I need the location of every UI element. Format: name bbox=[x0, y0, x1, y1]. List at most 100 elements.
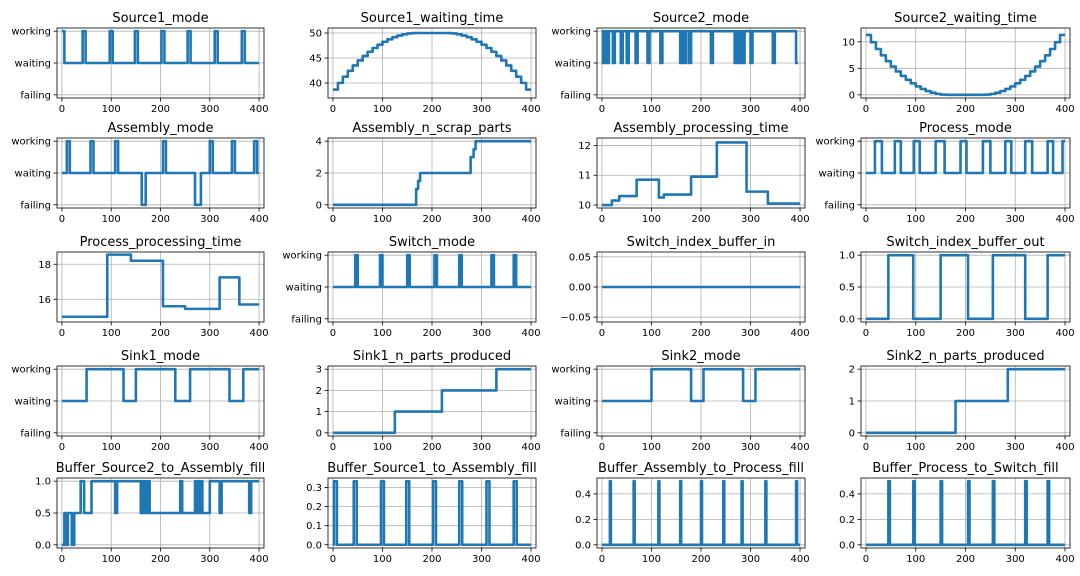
y-tick-label: 50 bbox=[309, 29, 322, 40]
subplot-title: Process_mode bbox=[919, 121, 1012, 136]
x-tick-label: 100 bbox=[373, 328, 392, 339]
x-tick-label: 400 bbox=[791, 328, 810, 339]
subplot-title: Sink1_n_parts_produced bbox=[353, 349, 511, 364]
y-tick-label: 11 bbox=[578, 171, 591, 182]
series-line-source1_mode bbox=[61, 29, 260, 65]
subplot-sink1_mode: 0 100 200 300 400 failing waiting working Sink1_… bbox=[11, 349, 268, 453]
y-tick-label: 0 bbox=[849, 90, 855, 101]
y-tick-label: 45 bbox=[309, 54, 322, 65]
y-tick-label: failing bbox=[824, 200, 855, 211]
x-tick-label: 0 bbox=[863, 328, 869, 339]
x-tick-label: 300 bbox=[1006, 214, 1025, 225]
x-tick-label: 100 bbox=[642, 328, 661, 339]
y-tick-label: 10 bbox=[578, 201, 591, 212]
x-tick-label: 100 bbox=[906, 554, 925, 565]
y-tick-label: waiting bbox=[15, 397, 51, 408]
y-tick-label: 2 bbox=[316, 169, 322, 180]
subplot-sink1_n_parts_produced: 0 100 200 300 400 0 1 2 3 Sink1_n_parts_produced bbox=[316, 349, 541, 453]
x-tick-label: 400 bbox=[791, 104, 810, 115]
y-tick-label: 5 bbox=[849, 64, 855, 75]
x-tick-label: 400 bbox=[1055, 214, 1074, 225]
x-tick-label: 200 bbox=[151, 214, 170, 225]
subplot-source1_mode: 0 100 200 300 400 failing waiting working Source… bbox=[11, 11, 268, 115]
x-tick-label: 0 bbox=[599, 214, 605, 225]
y-tick-label: failing bbox=[560, 90, 591, 101]
x-tick-label: 200 bbox=[956, 214, 975, 225]
subplot-switch_index_buffer_in: 0 100 200 300 400 −0.05 0.00 0.05 Switch_index_b… bbox=[560, 235, 809, 339]
y-tick-label: 0.05 bbox=[569, 252, 591, 263]
x-tick-label: 0 bbox=[863, 442, 869, 453]
y-tick-label: 4 bbox=[316, 137, 322, 148]
x-tick-label: 200 bbox=[422, 442, 441, 453]
x-tick-label: 100 bbox=[906, 104, 925, 115]
x-tick-label: 100 bbox=[102, 442, 121, 453]
x-tick-label: 400 bbox=[522, 554, 541, 565]
x-tick-label: 100 bbox=[906, 328, 925, 339]
subplot-title: Buffer_Process_to_Switch_fill bbox=[872, 461, 1058, 476]
subplot-title: Switch_mode bbox=[389, 235, 475, 250]
x-tick-label: 200 bbox=[956, 554, 975, 565]
x-tick-label: 0 bbox=[599, 104, 605, 115]
x-tick-label: 300 bbox=[472, 214, 491, 225]
y-tick-label: failing bbox=[20, 90, 51, 101]
x-tick-label: 100 bbox=[642, 104, 661, 115]
x-tick-label: 100 bbox=[373, 554, 392, 565]
y-tick-label: failing bbox=[20, 428, 51, 439]
subplot-title: Sink2_n_parts_produced bbox=[886, 349, 1044, 364]
x-tick-label: 300 bbox=[200, 104, 219, 115]
x-tick-label: 300 bbox=[472, 442, 491, 453]
subplot-switch_index_buffer_out: 0 100 200 300 400 0.0 0.5 1.0 Switch_index_buffe… bbox=[839, 235, 1074, 339]
x-tick-label: 400 bbox=[791, 554, 810, 565]
y-tick-label: 1 bbox=[849, 397, 855, 408]
series-line-sink1_mode bbox=[61, 367, 260, 403]
series-line-sink2_mode bbox=[601, 367, 801, 403]
y-tick-label: waiting bbox=[555, 59, 591, 70]
subplot-title: Source2_mode bbox=[653, 11, 749, 26]
subplot-title: Source1_mode bbox=[112, 11, 208, 26]
y-tick-label: 16 bbox=[38, 295, 51, 306]
subplot-title: Switch_index_buffer_in bbox=[627, 235, 776, 250]
x-tick-label: 300 bbox=[200, 442, 219, 453]
x-tick-label: 200 bbox=[151, 554, 170, 565]
y-tick-label: 18 bbox=[38, 260, 51, 271]
x-tick-label: 400 bbox=[1055, 554, 1074, 565]
y-tick-label: 0.00 bbox=[569, 283, 591, 294]
y-tick-label: working bbox=[11, 27, 51, 38]
x-tick-label: 400 bbox=[791, 442, 810, 453]
series-line-sink2_n_parts_produced bbox=[865, 367, 1066, 435]
y-tick-label: 10 bbox=[842, 37, 855, 48]
y-tick-label: 0.4 bbox=[839, 489, 855, 500]
series-line-assembly_n_scrap_parts bbox=[332, 139, 532, 207]
x-tick-label: 0 bbox=[59, 554, 65, 565]
y-tick-label: 0.0 bbox=[306, 540, 322, 551]
y-tick-label: 1 bbox=[316, 407, 322, 418]
x-tick-label: 200 bbox=[691, 104, 710, 115]
x-tick-label: 200 bbox=[422, 554, 441, 565]
subplot-title: Buffer_Source1_to_Assembly_fill bbox=[327, 461, 537, 476]
subplot-assembly_n_scrap_parts: 0 100 200 300 400 0 2 4 Assembly_n_scrap_parts bbox=[316, 121, 541, 225]
x-tick-label: 400 bbox=[522, 214, 541, 225]
subplot-sink2_n_parts_produced: 0 100 200 300 400 0 1 2 Sink2_n_parts_produced bbox=[849, 349, 1075, 453]
x-tick-label: 0 bbox=[59, 104, 65, 115]
subplot-title: Source1_waiting_time bbox=[361, 11, 504, 26]
x-tick-label: 400 bbox=[522, 104, 541, 115]
subplot-source2_mode: 0 100 200 300 400 failing waiting working Source… bbox=[551, 11, 809, 115]
y-tick-label: −0.05 bbox=[560, 313, 591, 324]
subplot-title: Sink2_mode bbox=[661, 349, 740, 364]
y-tick-label: 12 bbox=[578, 141, 591, 152]
x-tick-label: 300 bbox=[741, 328, 760, 339]
y-tick-label: working bbox=[11, 137, 51, 148]
x-tick-label: 400 bbox=[250, 554, 269, 565]
y-tick-label: 0 bbox=[316, 200, 322, 211]
series-line-buffer_process_to_switch_fill bbox=[865, 479, 1066, 547]
x-tick-label: 0 bbox=[599, 554, 605, 565]
x-tick-label: 100 bbox=[102, 214, 121, 225]
x-tick-label: 0 bbox=[330, 442, 336, 453]
subplot-source1_waiting_time: 0 100 200 300 400 40 45 50 Source1_waiting_time bbox=[309, 11, 540, 115]
series-line-source1_waiting_time bbox=[332, 31, 532, 91]
x-tick-label: 200 bbox=[151, 442, 170, 453]
x-tick-label: 0 bbox=[330, 554, 336, 565]
x-tick-label: 300 bbox=[741, 442, 760, 453]
series-line-source2_waiting_time bbox=[865, 33, 1066, 97]
